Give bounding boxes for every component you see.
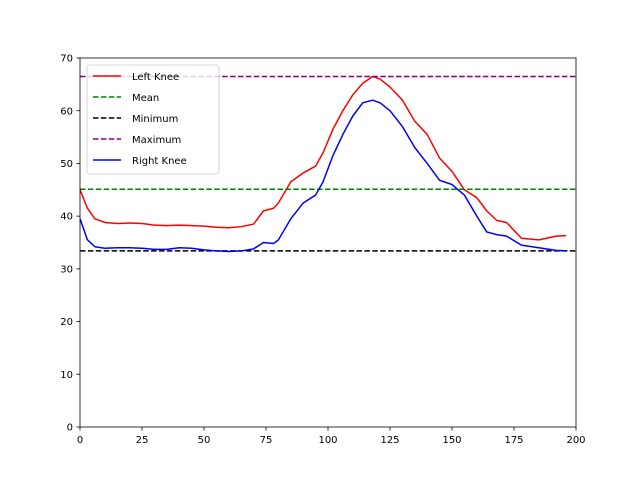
x-tick-label: 0	[77, 435, 83, 446]
y-tick-label: 20	[60, 317, 73, 328]
x-tick-label: 125	[380, 435, 399, 446]
series-line-left-knee	[80, 75, 567, 241]
legend-label: Minimum	[132, 114, 178, 125]
y-tick-label: 10	[60, 370, 73, 381]
x-tick-label: 175	[504, 435, 523, 446]
y-tick-label: 0	[67, 423, 73, 434]
y-tick-label: 30	[60, 264, 73, 275]
legend-label: Mean	[132, 93, 159, 104]
y-tick-label: 50	[60, 159, 73, 170]
y-tick-label: 40	[60, 212, 73, 223]
x-tick-label: 75	[260, 435, 273, 446]
y-tick-label: 60	[60, 106, 73, 117]
x-tick-label: 200	[566, 435, 585, 446]
axes: 0 25 50 75 100 125 150 175 200 0 10 20 30 40 50 60 70	[60, 54, 585, 446]
x-tick-label: 100	[318, 435, 337, 446]
series-line-right-knee	[80, 99, 567, 253]
legend: Left Knee Mean Minimum Maximum Right Knee	[86, 64, 220, 175]
legend-label: Right Knee	[132, 156, 187, 167]
y-tick-label: 70	[60, 54, 73, 65]
x-tick-label: 25	[136, 435, 149, 446]
legend-label: Maximum	[132, 135, 181, 146]
legend-box	[86, 64, 220, 175]
x-tick-label: 150	[442, 435, 461, 446]
x-tick-label: 50	[198, 435, 211, 446]
legend-label: Left Knee	[132, 72, 179, 83]
